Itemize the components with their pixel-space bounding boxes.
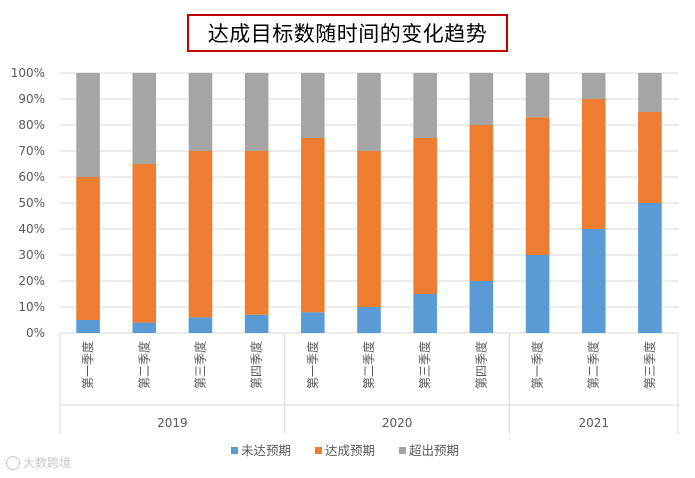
legend-label: 达成预期 [325,443,375,458]
bar-segment [357,151,381,307]
bar-segment [413,73,437,138]
x-category-label: 第四季度 [473,341,488,389]
y-tick-label: 50% [18,196,45,210]
bar-segment [244,151,269,315]
legend-label: 未达预期 [241,443,291,458]
bar-segment [244,73,269,151]
watermark-text: 大数跨境 [23,456,72,470]
bar-segment [469,125,494,281]
legend-swatch [399,447,406,454]
y-tick-label: 60% [18,170,45,184]
bar-segment [132,164,157,323]
x-category-label: 第四季度 [249,341,264,389]
x-group-label: 2019 [157,416,188,430]
bar-segment [469,73,494,125]
bar-segment [638,73,662,112]
x-category-label: 第三季度 [642,341,657,389]
bar-segment [525,73,550,118]
legend-label: 超出预期 [409,443,459,458]
bar-segment [638,112,662,203]
x-category-label: 第二季度 [136,341,151,389]
bar-segment [638,203,662,333]
x-category-label: 第一季度 [530,341,545,389]
bar-segment [413,294,437,333]
chart-title-box: 达成目标数随时间的变化趋势 [187,14,508,52]
bar-segment [301,138,325,313]
y-tick-label: 70% [18,144,45,158]
chart-title: 达成目标数随时间的变化趋势 [207,22,488,46]
bar-segment [76,73,100,177]
bar-segment [301,312,325,333]
x-category-label: 第三季度 [192,341,207,389]
bar-segment [469,281,494,333]
bar-segment [581,99,606,229]
x-category-label: 第一季度 [305,341,320,389]
bar-segment [301,73,325,138]
y-tick-label: 100% [11,66,45,80]
bar-segment [581,73,606,99]
legend-swatch [315,447,322,454]
x-category-label: 第一季度 [80,341,95,389]
y-tick-label: 10% [18,300,45,314]
bar-segment [132,73,157,164]
y-tick-label: 20% [18,274,45,288]
y-tick-label: 0% [26,326,45,340]
watermark-logo-icon [6,455,20,470]
bar-segment [188,73,213,151]
bar-segment [357,73,381,151]
y-tick-label: 80% [18,118,45,132]
bar-segment [244,314,269,333]
bar-segment [413,138,437,294]
watermark: 大数跨境 [6,454,71,471]
bar-segment [76,177,100,320]
y-tick-label: 90% [18,92,45,106]
bar-segment [525,255,550,333]
bar-segment [581,229,606,333]
x-category-label: 第三季度 [417,341,432,389]
bar-segment [525,117,550,255]
y-tick-label: 30% [18,248,45,262]
bar-segment [188,317,213,333]
legend-swatch [231,447,238,454]
x-category-label: 第二季度 [361,341,376,389]
bar-segment [188,151,213,318]
x-group-label: 2020 [382,416,413,430]
bar-segment [76,320,100,333]
x-group-label: 2021 [578,416,609,430]
bar-segment [132,322,157,333]
bar-segment [357,307,381,333]
x-category-label: 第二季度 [586,341,601,389]
y-tick-label: 40% [18,222,45,236]
